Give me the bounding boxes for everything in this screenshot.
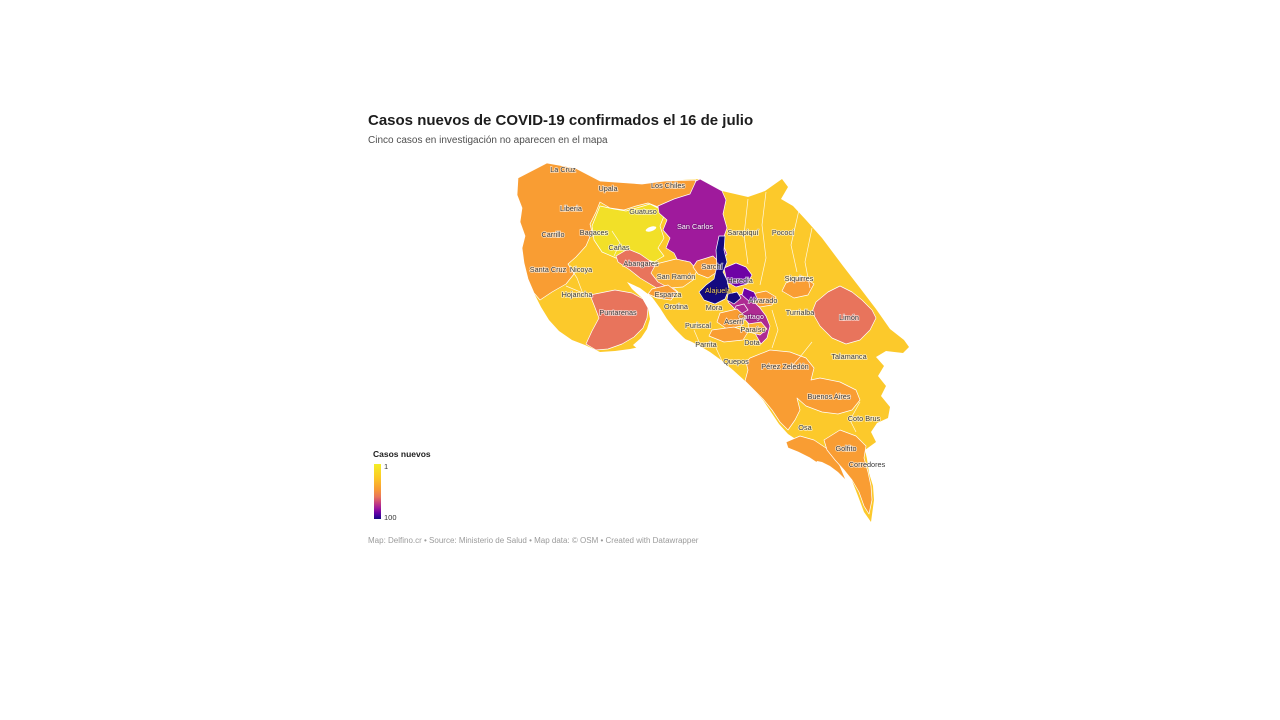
lake-arenal — [645, 226, 657, 232]
region-siquirres[interactable] — [781, 275, 815, 299]
canton-label-heredia: Heredia — [727, 276, 753, 285]
region-puntarenas-peninsula[interactable] — [585, 289, 649, 351]
canton-label-santa-cruz: Santa Cruz — [530, 265, 567, 274]
canton-label-sarchi: Sarchí — [701, 262, 722, 271]
canton-label-los-chiles: Los Chiles — [651, 181, 685, 190]
chart-subtitle: Cinco casos en investigación no aparecen… — [368, 135, 608, 146]
canton-label-bagaces: Bagaces — [580, 228, 609, 237]
canton-label-golfito: Golfito — [835, 444, 856, 453]
canton-label-san-carlos: San Carlos — [677, 222, 713, 231]
region-bagaces-canas-belt[interactable] — [591, 203, 665, 263]
region-northwest-orange-band[interactable] — [516, 162, 697, 301]
legend-gradient-bar — [374, 464, 381, 519]
region-alajuela[interactable] — [698, 235, 730, 305]
canton-label-siquirres: Siquirres — [785, 274, 814, 283]
chart-title: Casos nuevos de COVID-19 confirmados el … — [368, 112, 754, 129]
region-perez-zeledon-buenos-aires[interactable] — [744, 349, 861, 431]
canton-label-puriscal: Puriscal — [685, 321, 711, 330]
canton-label-alvarado: Alvarado — [749, 296, 778, 305]
canton-label-cartago: Cartago — [738, 312, 764, 321]
region-acosta-band[interactable] — [708, 326, 749, 343]
canton-label-upala: Upala — [598, 184, 618, 193]
canton-label-nicoya: Nicoya — [570, 265, 593, 274]
legend: Casos nuevos 1 100 — [373, 449, 431, 522]
canton-label-buenos-aires: Buenos Aires — [808, 392, 851, 401]
region-heredia[interactable] — [723, 262, 753, 288]
canton-label-quepos: Quepos — [723, 357, 749, 366]
canton-label-perez-zeledon: Pérez Zeledón — [761, 362, 808, 371]
legend-title: Casos nuevos — [373, 449, 431, 459]
canton-label-puntarenas: Puntarenas — [599, 308, 637, 317]
gulf-of-nicoya — [627, 282, 692, 352]
canton-label-alajuela: Alajuela — [705, 286, 732, 295]
region-golfito-corredores[interactable] — [823, 429, 873, 515]
region-paraiso[interactable] — [747, 321, 768, 336]
region-san-ramon[interactable] — [650, 258, 698, 289]
canton-label-hojancha: Hojancha — [562, 290, 594, 299]
legend-max-label: 1 — [384, 462, 389, 471]
canton-label-aserri: Aserrí — [724, 317, 743, 326]
attribution-footer: Map: Delfino.cr • Source: Ministerio de … — [368, 536, 699, 545]
region-san-jose-metro[interactable] — [726, 291, 742, 305]
region-limon[interactable] — [811, 285, 877, 345]
canton-label-osa: Osa — [798, 423, 812, 432]
canton-label-parrita: Parrita — [695, 340, 717, 349]
canton-label-carrillo: Carrillo — [541, 230, 564, 239]
canton-label-corredores: Corredores — [849, 460, 886, 469]
canton-label-canas: Cañas — [608, 243, 629, 252]
canton-label-dota: Dota — [744, 338, 760, 347]
canton-label-la-cruz: La Cruz — [550, 165, 576, 174]
canton-label-coto-brus: Coto Brus — [848, 414, 881, 423]
canton-label-guatuso: Guatuso — [629, 207, 657, 216]
canton-label-sarapiqui: Sarapiquí — [727, 228, 758, 237]
region-aserri[interactable] — [716, 308, 747, 330]
canton-label-paraiso: Paraíso — [740, 325, 765, 334]
canton-label-limon: Limón — [839, 313, 859, 322]
region-heredia-south[interactable] — [741, 287, 759, 303]
canton-borders — [565, 191, 861, 433]
canton-label-liberia: Liberia — [560, 204, 583, 213]
region-sarchi[interactable] — [692, 255, 720, 279]
canton-label-abangares: Abangares — [623, 259, 659, 268]
canton-label-orotina: Orotina — [664, 302, 689, 311]
canton-label-talamanca: Talamanca — [831, 352, 867, 361]
canton-label-esparza: Esparza — [655, 290, 683, 299]
legend-min-label: 100 — [384, 513, 397, 522]
golfo-dulce — [814, 461, 864, 518]
canton-labels: La Cruz Upala Los Chiles Liberia Guatuso San … — [529, 164, 886, 470]
canton-label-turrialba: Turrialba — [786, 308, 815, 317]
canton-label-mora: Mora — [706, 303, 724, 312]
canton-label-san-ramon: San Ramón — [657, 272, 696, 281]
canton-label-pococi: Pococí — [772, 228, 794, 237]
